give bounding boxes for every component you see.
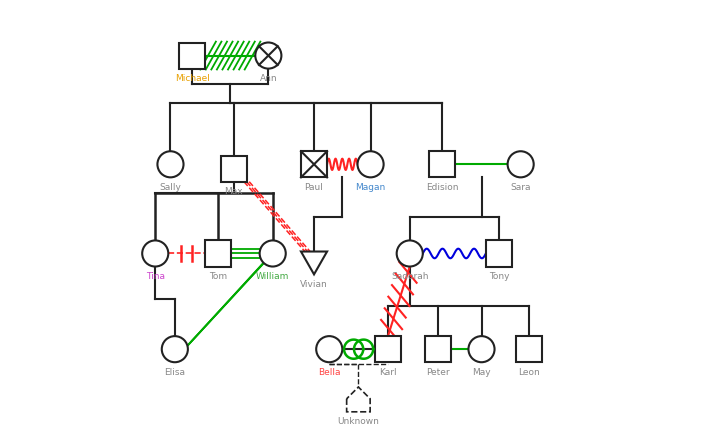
Text: Ann: Ann — [260, 74, 277, 83]
Circle shape — [260, 241, 286, 267]
Text: Tony: Tony — [489, 271, 509, 280]
Text: Elisa: Elisa — [164, 367, 185, 376]
Circle shape — [508, 152, 534, 178]
Bar — [375, 336, 401, 362]
Circle shape — [468, 336, 494, 362]
Text: Sally: Sally — [159, 182, 181, 191]
Circle shape — [397, 241, 423, 267]
Text: Sara: Sara — [510, 182, 531, 191]
Circle shape — [316, 336, 343, 362]
Text: Magan: Magan — [355, 182, 385, 191]
Bar — [425, 336, 451, 362]
Text: Paul: Paul — [305, 182, 324, 191]
Text: Bella: Bella — [318, 367, 340, 376]
Bar — [486, 241, 512, 267]
Text: Michael: Michael — [175, 74, 210, 83]
Text: May: May — [472, 367, 491, 376]
Bar — [205, 241, 232, 267]
Text: Karl: Karl — [379, 367, 397, 376]
Text: Edision: Edision — [426, 182, 458, 191]
Circle shape — [256, 43, 282, 69]
Text: Max: Max — [224, 187, 243, 196]
Polygon shape — [347, 387, 370, 412]
Text: Leon: Leon — [519, 367, 541, 376]
Text: Tina: Tina — [146, 271, 165, 280]
Circle shape — [143, 241, 168, 267]
Text: Unknown: Unknown — [338, 416, 379, 425]
Bar — [516, 336, 543, 362]
Bar — [179, 43, 205, 69]
Bar — [430, 152, 456, 178]
Text: Tom: Tom — [209, 271, 227, 280]
Text: Sadorah: Sadorah — [391, 271, 428, 280]
Polygon shape — [301, 252, 327, 275]
Bar — [301, 152, 327, 178]
Text: Peter: Peter — [426, 367, 450, 376]
Bar — [220, 156, 246, 182]
Circle shape — [357, 152, 383, 178]
Text: Vivian: Vivian — [300, 279, 328, 288]
Circle shape — [161, 336, 188, 362]
Text: William: William — [256, 271, 289, 280]
Circle shape — [157, 152, 183, 178]
